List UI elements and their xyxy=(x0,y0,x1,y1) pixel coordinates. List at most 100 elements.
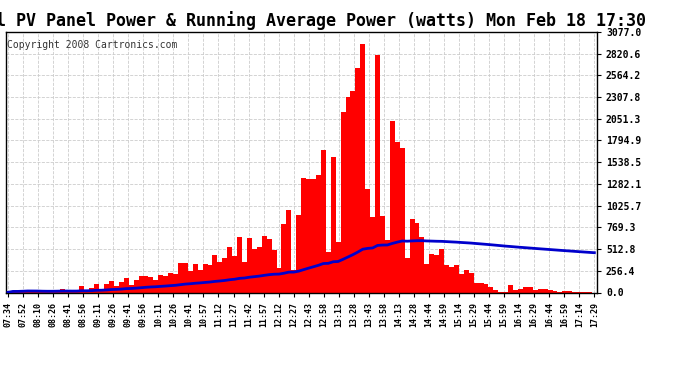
Bar xyxy=(508,285,513,292)
Bar xyxy=(341,112,346,292)
Bar xyxy=(134,280,139,292)
Bar xyxy=(213,255,217,292)
Bar xyxy=(144,276,148,292)
Bar xyxy=(272,249,277,292)
Title: Total PV Panel Power & Running Average Power (watts) Mon Feb 18 17:30: Total PV Panel Power & Running Average P… xyxy=(0,11,646,30)
Bar xyxy=(158,275,164,292)
Bar xyxy=(257,247,262,292)
Bar xyxy=(124,278,129,292)
Bar xyxy=(60,290,65,292)
Bar xyxy=(429,254,434,292)
Bar xyxy=(370,217,375,292)
Bar xyxy=(104,284,109,292)
Bar xyxy=(203,264,208,292)
Bar xyxy=(321,150,326,292)
Bar xyxy=(479,283,484,292)
Bar xyxy=(360,44,365,292)
Bar xyxy=(109,281,114,292)
Bar xyxy=(473,284,479,292)
Bar xyxy=(217,262,222,292)
Bar xyxy=(553,291,558,292)
Bar xyxy=(237,237,242,292)
Bar xyxy=(390,121,395,292)
Bar xyxy=(410,219,415,292)
Bar xyxy=(513,290,518,292)
Bar xyxy=(222,258,227,292)
Bar xyxy=(404,258,410,292)
Bar xyxy=(562,291,567,292)
Bar xyxy=(153,280,158,292)
Bar xyxy=(311,178,316,292)
Bar xyxy=(55,290,60,292)
Bar xyxy=(114,286,119,292)
Bar xyxy=(26,290,30,292)
Bar xyxy=(168,273,173,292)
Bar xyxy=(331,157,335,292)
Bar xyxy=(400,148,404,292)
Bar xyxy=(484,284,489,292)
Bar xyxy=(316,175,321,292)
Bar xyxy=(302,178,306,292)
Bar xyxy=(173,273,178,292)
Bar xyxy=(208,265,213,292)
Bar xyxy=(164,276,168,292)
Bar xyxy=(538,289,542,292)
Bar xyxy=(183,262,188,292)
Bar xyxy=(375,55,380,292)
Bar xyxy=(464,270,469,292)
Bar xyxy=(439,249,444,292)
Bar xyxy=(178,263,183,292)
Bar xyxy=(282,224,286,292)
Bar xyxy=(385,240,390,292)
Bar xyxy=(454,264,459,292)
Bar xyxy=(95,284,99,292)
Bar xyxy=(15,291,20,292)
Bar xyxy=(99,289,104,292)
Bar xyxy=(523,288,528,292)
Bar xyxy=(20,291,26,292)
Bar xyxy=(395,142,400,292)
Bar xyxy=(247,238,252,292)
Bar xyxy=(139,276,144,292)
Bar xyxy=(267,239,272,292)
Bar xyxy=(89,288,95,292)
Bar xyxy=(567,291,572,292)
Bar xyxy=(79,286,84,292)
Bar xyxy=(493,290,498,292)
Bar xyxy=(306,179,311,292)
Bar xyxy=(233,256,237,292)
Bar xyxy=(65,291,70,292)
Bar xyxy=(424,264,429,292)
Bar xyxy=(148,277,153,292)
Bar xyxy=(193,264,198,292)
Bar xyxy=(444,265,449,292)
Text: Copyright 2008 Cartronics.com: Copyright 2008 Cartronics.com xyxy=(7,40,177,50)
Bar xyxy=(434,255,439,292)
Bar xyxy=(227,248,233,292)
Bar xyxy=(252,249,257,292)
Bar xyxy=(262,236,267,292)
Bar xyxy=(355,68,360,292)
Bar xyxy=(365,189,370,292)
Bar xyxy=(420,237,424,292)
Bar xyxy=(533,291,538,292)
Bar xyxy=(84,291,89,292)
Bar xyxy=(449,267,454,292)
Bar xyxy=(326,252,331,292)
Bar xyxy=(335,242,341,292)
Bar xyxy=(489,286,493,292)
Bar xyxy=(35,291,40,292)
Bar xyxy=(548,290,553,292)
Bar xyxy=(286,210,291,292)
Bar xyxy=(415,223,420,292)
Bar xyxy=(277,268,282,292)
Bar xyxy=(291,270,296,292)
Bar xyxy=(50,291,55,292)
Bar xyxy=(75,291,79,292)
Bar xyxy=(119,282,124,292)
Bar xyxy=(346,97,351,292)
Bar xyxy=(242,262,247,292)
Bar xyxy=(198,270,203,292)
Bar xyxy=(542,289,548,292)
Bar xyxy=(380,216,385,292)
